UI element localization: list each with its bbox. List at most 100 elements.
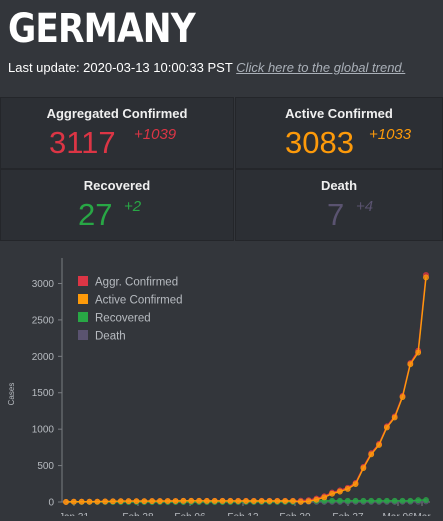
data-point: [313, 496, 320, 503]
data-point: [211, 498, 218, 504]
aggregated-confirmed-card: Aggregated Confirmed 3117 +1039: [0, 97, 234, 169]
x-tick-label: Feb 27: [332, 512, 364, 516]
legend-swatch: [78, 312, 88, 322]
data-point: [391, 414, 398, 421]
data-point: [172, 498, 179, 504]
y-tick-label: 500: [37, 461, 54, 472]
series-aggr-confirmed: [63, 272, 429, 505]
legend-swatch: [78, 276, 88, 286]
data-point: [352, 497, 359, 504]
data-point: [63, 499, 69, 505]
data-point: [305, 498, 312, 505]
trend-chart: 0 500 1000 1500 2000 2500 3000 Cases Jan 31 Feb 2…: [0, 244, 443, 521]
x-tick-label: Feb 13: [227, 512, 259, 516]
data-point: [86, 498, 93, 505]
data-point: [383, 424, 390, 431]
y-tick-label: 3000: [32, 279, 55, 290]
y-tick-label: 0: [48, 498, 54, 509]
data-point: [368, 451, 375, 458]
data-point: [188, 497, 195, 504]
data-point: [149, 498, 155, 504]
death-card: Death 7 +4: [235, 169, 443, 241]
data-point: [383, 497, 390, 504]
data-point: [102, 498, 109, 505]
data-point: [258, 498, 265, 504]
x-tick-label: Mar: [413, 512, 431, 516]
series-active-confirmed: [63, 274, 429, 505]
card-delta: +1039: [134, 126, 177, 143]
card-value: 7: [327, 197, 345, 232]
y-tick-label: 2000: [32, 352, 55, 363]
data-point: [164, 498, 171, 504]
data-point: [290, 498, 296, 504]
data-point: [117, 498, 124, 505]
card-value: 27: [78, 197, 113, 232]
data-point: [227, 498, 234, 504]
card-delta: +2: [124, 198, 142, 215]
data-point: [376, 497, 382, 504]
x-tick-label: Feb 28: [122, 512, 154, 516]
legend-label: Recovered: [95, 313, 151, 325]
data-point: [94, 498, 101, 505]
global-trend-link[interactable]: Click here to the global trend.: [236, 60, 406, 75]
data-point: [423, 274, 429, 281]
data-point: [274, 498, 281, 504]
active-confirmed-card: Active Confirmed 3083 +1033: [235, 97, 443, 169]
data-point: [180, 497, 187, 504]
card-label: Death: [320, 178, 358, 193]
data-point: [329, 490, 335, 497]
data-point: [399, 497, 406, 504]
data-point: [219, 498, 226, 504]
data-point: [352, 481, 359, 487]
recovered-card: Recovered 27 +2: [0, 169, 234, 241]
data-point: [407, 361, 414, 368]
data-point: [157, 498, 163, 504]
data-point: [266, 498, 273, 504]
card-delta: +4: [356, 198, 374, 215]
legend-swatch: [78, 330, 88, 340]
data-point: [399, 394, 406, 400]
data-point: [141, 498, 148, 505]
data-point: [407, 497, 414, 504]
x-tick-label: Feb 20: [279, 512, 311, 516]
data-point: [282, 498, 289, 504]
chart-legend: Aggr. Confirmed Active Confirmed Recovered…: [78, 276, 183, 343]
chart-series: [63, 272, 429, 505]
data-point: [329, 497, 335, 504]
data-point: [344, 485, 351, 492]
data-point: [337, 497, 343, 504]
data-point: [344, 497, 351, 504]
data-point: [360, 465, 367, 471]
x-tick-label: Jan 31: [59, 512, 89, 516]
data-point: [415, 497, 422, 504]
card-label: Aggregated Confirmed: [46, 106, 188, 121]
data-point: [297, 498, 304, 505]
series-line: [65, 277, 427, 503]
last-update-text: Last update: 2020-03-13 10:00:33 PST: [8, 60, 233, 75]
data-point: [133, 498, 140, 505]
trend-chart-svg: 0 500 1000 1500 2000 2500 3000 Cases Jan 31 Feb 2…: [7, 258, 431, 521]
data-point: [391, 497, 398, 504]
data-point: [337, 488, 343, 495]
data-point: [203, 498, 210, 504]
legend-label: Active Confirmed: [95, 295, 183, 307]
data-point: [250, 498, 257, 504]
data-point: [376, 442, 382, 448]
data-point: [423, 497, 429, 503]
data-point: [125, 498, 132, 505]
legend-swatch: [78, 294, 88, 304]
last-update: Last update: 2020-03-13 10:00:33 PST Cli…: [8, 60, 405, 75]
y-tick-label: 2500: [32, 315, 55, 326]
data-point: [196, 497, 202, 504]
data-point: [70, 498, 77, 505]
card-value: 3083: [285, 125, 354, 160]
series-line: [65, 274, 427, 503]
data-point: [360, 497, 367, 504]
card-label: Active Confirmed: [285, 106, 393, 121]
x-tick-label: Mar 06: [382, 512, 414, 516]
data-point: [368, 497, 375, 504]
country-title: GERMANY: [8, 6, 196, 52]
data-point: [243, 498, 249, 504]
card-value: 3117: [49, 125, 116, 160]
legend-label: Aggr. Confirmed: [95, 277, 178, 289]
